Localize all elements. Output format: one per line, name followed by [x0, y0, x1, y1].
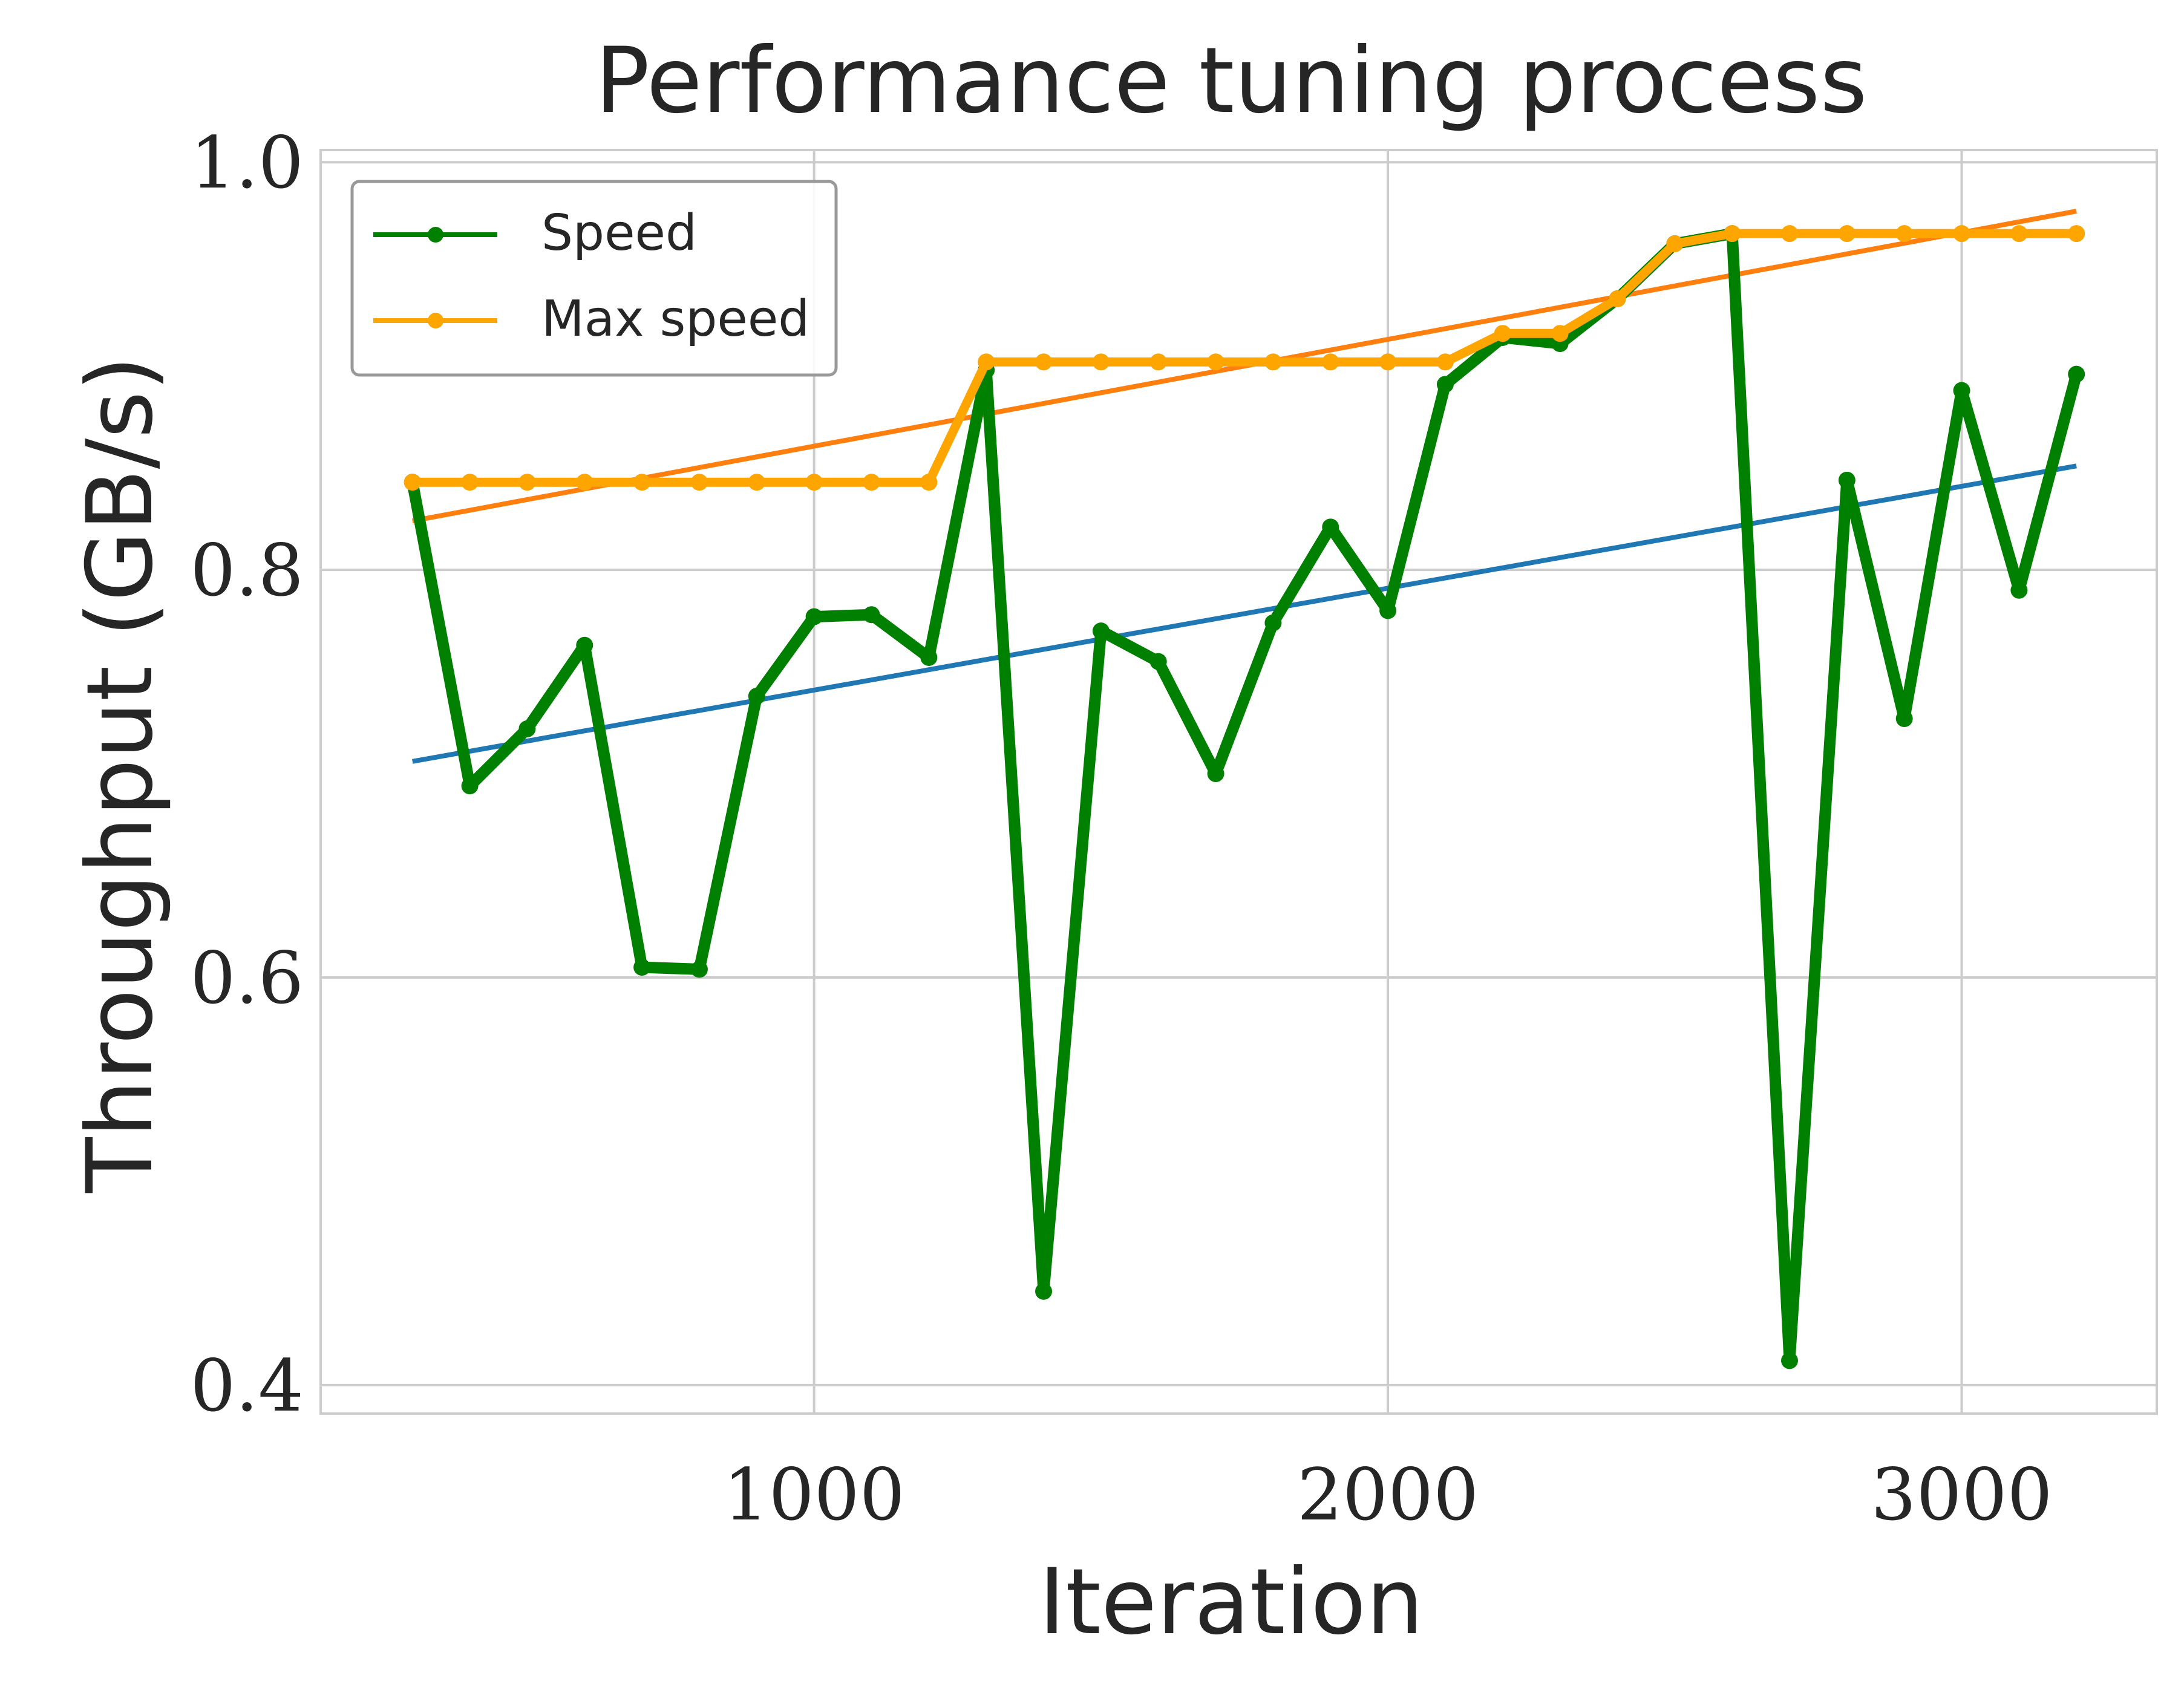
data-point-speed	[1092, 622, 1110, 640]
data-point-max-speed	[1953, 225, 1970, 243]
data-point-max-speed	[518, 474, 536, 491]
data-point-max-speed	[461, 474, 479, 491]
series-max-speed	[404, 225, 2085, 491]
y-tick-label: 0.8	[190, 529, 304, 612]
x-tick-label: 2000	[1297, 1453, 1479, 1536]
data-point-max-speed	[805, 474, 823, 491]
data-point-speed	[690, 961, 708, 978]
legend-label-speed: Speed	[541, 204, 697, 262]
data-point-max-speed	[1724, 225, 1741, 243]
data-point-max-speed	[1149, 353, 1167, 371]
data-point-max-speed	[690, 474, 708, 491]
data-point-speed	[1838, 471, 1855, 489]
y-axis-label: Throughput (GB/s)	[68, 356, 173, 1193]
legend-entry-max-speed: Max speed	[373, 290, 809, 348]
data-point-speed	[1264, 614, 1282, 631]
data-point-speed	[748, 687, 765, 705]
data-point-max-speed	[1436, 353, 1454, 371]
legend-marker-max-speed	[428, 313, 443, 328]
data-point-speed	[805, 608, 823, 625]
data-point-max-speed	[576, 474, 593, 491]
x-axis-label: Iteration	[1039, 1550, 1424, 1655]
data-point-max-speed	[978, 353, 995, 371]
data-point-max-speed	[863, 474, 880, 491]
data-point-speed	[863, 606, 880, 624]
data-point-speed	[576, 636, 593, 654]
data-point-max-speed	[1092, 353, 1110, 371]
y-tick-label: 0.6	[190, 936, 304, 1020]
plot-frame	[319, 149, 2158, 1415]
series-line-speed	[407, 227, 2082, 1366]
y-tick-label: 0.4	[190, 1344, 304, 1428]
data-point-max-speed	[633, 474, 651, 491]
ticks: 1000 2000 3000 0.4 0.6 0.8 1.0	[190, 121, 2052, 1536]
data-point-max-speed	[748, 474, 765, 491]
data-point-max-speed	[1781, 225, 1798, 243]
data-point-max-speed	[1609, 290, 1626, 307]
data-point-max-speed	[1322, 353, 1339, 371]
y-tick-label: 1.0	[190, 121, 304, 204]
data-point-max-speed	[1494, 325, 1511, 342]
trendline-speed	[412, 463, 2077, 764]
data-point-speed	[2010, 581, 2028, 599]
legend-label-max-speed: Max speed	[541, 290, 809, 348]
data-point-max-speed	[920, 474, 938, 491]
chart-title: Performance tuning process	[595, 28, 1867, 134]
data-point-max-speed	[1838, 225, 1855, 243]
data-point-speed	[1379, 602, 1397, 619]
legend-entry-speed: Speed	[373, 204, 697, 262]
data-point-speed	[1781, 1352, 1798, 1369]
data-point-max-speed	[1895, 225, 1913, 243]
data-point-max-speed	[2068, 225, 2085, 243]
data-point-speed	[2068, 365, 2085, 383]
data-point-max-speed	[404, 474, 421, 491]
data-point-speed	[1436, 376, 1454, 393]
data-point-max-speed	[1379, 353, 1397, 371]
x-tick-label: 3000	[1871, 1453, 2052, 1536]
data-point-speed	[518, 720, 536, 737]
data-point-speed	[920, 648, 938, 666]
data-point-speed	[1207, 765, 1224, 783]
legend: Speed Max speed	[350, 180, 838, 377]
data-point-speed	[1953, 382, 1970, 399]
legend-marker-speed	[428, 227, 443, 243]
data-point-speed	[633, 959, 651, 976]
data-point-speed	[1149, 653, 1167, 670]
series-layer	[404, 225, 2085, 1369]
data-point-speed	[1895, 710, 1913, 728]
data-point-max-speed	[1551, 325, 1569, 342]
legend-box	[350, 180, 838, 377]
data-point-max-speed	[2010, 225, 2028, 243]
data-point-speed	[1322, 518, 1339, 536]
data-point-speed	[461, 777, 479, 795]
data-point-max-speed	[1035, 353, 1053, 371]
data-point-max-speed	[1264, 353, 1282, 371]
data-point-max-speed	[1207, 353, 1224, 371]
series-line-max-speed	[408, 229, 2081, 487]
data-point-speed	[1035, 1282, 1053, 1300]
data-point-max-speed	[1666, 235, 1684, 252]
x-tick-label: 1000	[724, 1453, 905, 1536]
